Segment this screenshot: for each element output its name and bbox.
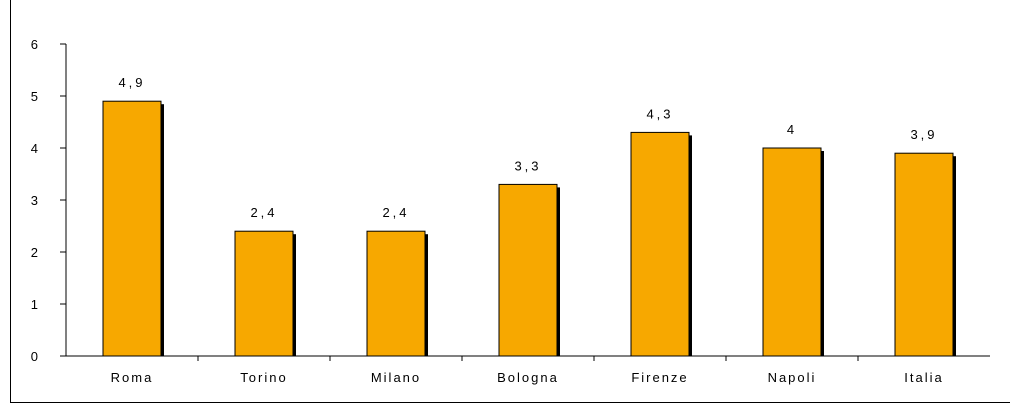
x-tick-label-firenze: Firenze bbox=[631, 370, 688, 385]
data-label-bologna: 3,3 bbox=[514, 158, 541, 173]
bar-napoli bbox=[762, 147, 822, 357]
bar-roma bbox=[102, 100, 162, 357]
data-label-napoli: 4 bbox=[787, 122, 797, 137]
x-tick-label-milano: Milano bbox=[371, 370, 421, 385]
data-label-torino: 2,4 bbox=[250, 205, 277, 220]
y-tick-label: 6 bbox=[31, 37, 40, 52]
data-label-milano: 2,4 bbox=[382, 205, 409, 220]
y-tick-label: 4 bbox=[31, 141, 40, 156]
y-tick-label: 3 bbox=[31, 193, 40, 208]
x-tick-label-roma: Roma bbox=[111, 370, 154, 385]
data-label-italia: 3,9 bbox=[910, 127, 937, 142]
bar-italia bbox=[894, 152, 954, 357]
bar-torino bbox=[234, 230, 294, 357]
x-axis: Roma Torino Milano Bologna Firenze Napoli Ital… bbox=[60, 355, 990, 385]
bar-milano bbox=[366, 230, 426, 357]
y-tick-label: 5 bbox=[31, 89, 40, 104]
y-tick-label: 1 bbox=[31, 297, 40, 312]
data-labels: 4,9 2,4 2,4 3,3 4,3 4 3,9 bbox=[118, 75, 937, 220]
chart-frame bbox=[10, 0, 1010, 403]
bar-bologna bbox=[498, 183, 558, 357]
y-axis: 0 1 2 3 4 5 6 bbox=[31, 37, 67, 364]
x-tick-label-bologna: Bologna bbox=[497, 370, 559, 385]
x-tick-label-napoli: Napoli bbox=[768, 370, 817, 385]
x-tick-label-torino: Torino bbox=[240, 370, 287, 385]
y-tick-label: 2 bbox=[31, 245, 40, 260]
data-label-firenze: 4,3 bbox=[646, 106, 673, 121]
y-tick-label: 0 bbox=[31, 349, 40, 364]
data-label-roma: 4,9 bbox=[118, 75, 145, 90]
x-tick-label-italia: Italia bbox=[904, 370, 943, 385]
bars bbox=[102, 100, 956, 357]
bar-firenze bbox=[630, 131, 690, 357]
